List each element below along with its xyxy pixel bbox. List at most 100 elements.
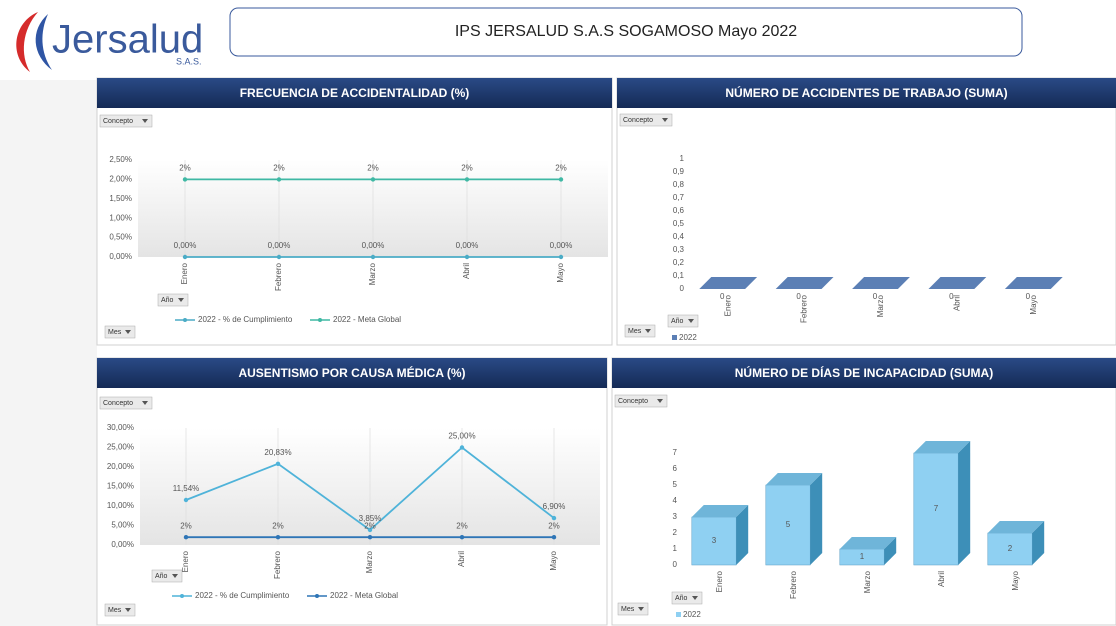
bar-top — [839, 537, 897, 549]
panel — [616, 77, 1116, 346]
series-point — [370, 177, 376, 182]
bar-front — [691, 516, 737, 566]
filter-button[interactable] — [99, 396, 153, 410]
data-label: 5 — [786, 520, 791, 529]
bar-top — [928, 277, 987, 289]
y-tick-label: 0,4 — [673, 232, 685, 241]
filter-label: Año — [675, 595, 688, 602]
data-label: 2% — [555, 164, 567, 173]
data-label: 0,00% — [174, 241, 197, 250]
y-tick-label: 10,00% — [107, 501, 134, 510]
bar — [1004, 277, 1063, 289]
data-label: 1 — [860, 552, 865, 561]
data-label: 0,00% — [268, 241, 291, 250]
series-point — [464, 254, 470, 260]
bar-top — [691, 505, 749, 517]
x-tick-label: Enero — [723, 294, 732, 316]
bar-side — [884, 537, 897, 565]
filter-icon — [638, 607, 644, 611]
data-label: 6,90% — [543, 502, 566, 511]
filter-button[interactable] — [671, 591, 703, 605]
filter-label: Mes — [628, 328, 642, 335]
legend-label: 2022 - Meta Global — [333, 315, 401, 324]
legend-dot — [180, 594, 184, 598]
y-tick-label: 30,00% — [107, 423, 134, 432]
y-tick-label: 6 — [673, 464, 678, 473]
filter-icon — [172, 574, 178, 578]
y-tick-label: 0,6 — [673, 206, 685, 215]
filter-icon — [657, 399, 663, 403]
filter-button[interactable] — [617, 602, 649, 616]
filter-label: Mes — [621, 606, 635, 613]
series-point — [182, 254, 188, 260]
y-tick-label: 0,1 — [673, 271, 685, 280]
bar-top — [1004, 277, 1063, 289]
y-tick-label: 0 — [673, 560, 678, 569]
bar — [928, 277, 987, 289]
data-label: 2% — [548, 521, 560, 530]
y-tick-label: 5,00% — [111, 521, 134, 530]
logo-swoosh-blue — [35, 14, 52, 70]
y-tick-label: 0,00% — [111, 540, 134, 549]
x-tick-label: Marzo — [876, 294, 885, 317]
filter-button[interactable] — [104, 325, 136, 339]
y-tick-label: 4 — [673, 496, 678, 505]
y-tick-label: 1 — [680, 154, 685, 163]
y-tick-label: 25,00% — [107, 443, 134, 452]
panel-header — [97, 358, 607, 388]
filter-icon — [688, 319, 694, 323]
filter-icon — [662, 118, 668, 122]
bar — [775, 277, 834, 289]
filter-button[interactable] — [624, 324, 656, 338]
logo-subtext: S.A.S. — [176, 56, 202, 66]
legend-label: 2022 - Meta Global — [330, 591, 398, 600]
filter-button[interactable] — [614, 394, 668, 408]
y-tick-label: 1 — [673, 544, 678, 553]
legend-label: 2022 — [679, 333, 697, 342]
legend-dot — [315, 594, 319, 598]
filter-button[interactable] — [99, 114, 153, 128]
bar-side — [736, 505, 749, 565]
data-label: 2% — [461, 164, 473, 173]
x-tick-label: Enero — [180, 262, 189, 284]
data-label: 0 — [1026, 292, 1031, 301]
filter-button[interactable] — [619, 113, 673, 127]
data-label: 2% — [456, 521, 468, 530]
bar-top — [852, 277, 910, 289]
logo-swoosh-red — [16, 12, 38, 72]
y-tick-label: 0,9 — [673, 167, 685, 176]
y-tick-label: 0,3 — [673, 245, 685, 254]
bar — [852, 277, 910, 289]
filter-icon — [125, 330, 131, 334]
x-tick-label: Marzo — [365, 550, 374, 573]
x-tick-label: Abril — [953, 295, 962, 311]
data-label: 2% — [364, 521, 376, 530]
series-point — [464, 177, 470, 182]
filter-button[interactable] — [151, 569, 183, 583]
data-label: 3,85% — [359, 514, 382, 523]
y-tick-label: 0,8 — [673, 180, 685, 189]
series-point — [367, 535, 373, 540]
y-tick-label: 5 — [673, 480, 678, 489]
panel-header — [97, 78, 612, 108]
y-tick-label: 20,00% — [107, 462, 134, 471]
filter-icon — [125, 608, 131, 612]
logo-text: Jersalud — [52, 18, 203, 62]
x-tick-label: Abril — [462, 263, 471, 279]
x-tick-label: Febrero — [789, 570, 798, 599]
data-label: 2% — [273, 164, 285, 173]
filter-button[interactable] — [667, 314, 699, 328]
legend-label: 2022 - % de Cumplimiento — [195, 591, 290, 600]
filter-button[interactable] — [157, 293, 189, 307]
bar-top — [987, 521, 1045, 533]
bar-side — [1032, 521, 1045, 565]
x-tick-label: Febrero — [274, 262, 283, 291]
series-point — [551, 515, 557, 521]
filter-button[interactable] — [104, 603, 136, 617]
series-point — [182, 177, 188, 182]
bar-front — [987, 532, 1033, 566]
y-tick-label: 1,50% — [109, 194, 132, 203]
data-label: 11,54% — [173, 484, 200, 493]
x-tick-label: Abril — [937, 571, 946, 587]
filter-label: Mes — [108, 329, 122, 336]
